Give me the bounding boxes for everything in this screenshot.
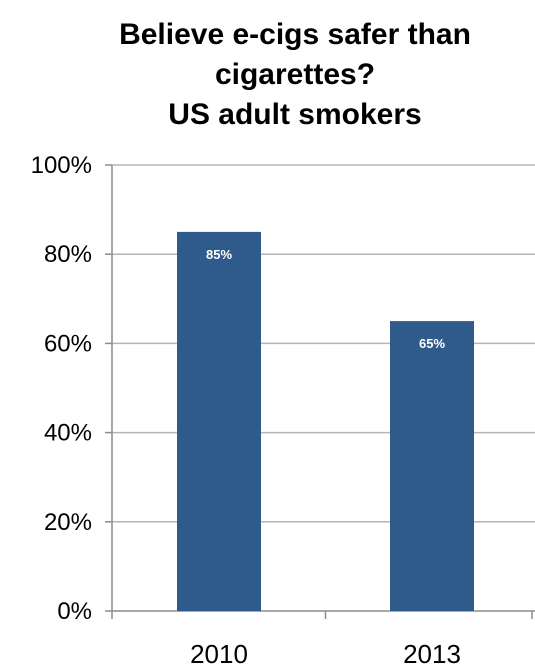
y-tick-label: 60%	[44, 330, 92, 357]
chart-title-line-1: Believe e-cigs safer than	[119, 18, 471, 51]
data-label-2010: 85%	[206, 247, 232, 262]
bars: 85% 65%	[177, 231, 474, 611]
bar-2010	[177, 231, 261, 611]
y-axis-ticks: 0% 20% 40% 60% 80% 100%	[31, 152, 112, 625]
bar-2013	[390, 321, 474, 611]
y-tick-label: 40%	[44, 420, 92, 447]
x-tick-label-2010: 2010	[190, 639, 248, 669]
y-tick-label: 20%	[44, 509, 92, 536]
chart-title-line-3: US adult smokers	[168, 98, 421, 131]
y-tick-label: 0%	[57, 598, 92, 625]
x-tick-label-2013: 2013	[403, 639, 461, 669]
data-label-2013: 65%	[419, 336, 445, 351]
chart-title-line-2: cigarettes?	[215, 58, 375, 91]
chart-title: Believe e-cigs safer than cigarettes? US…	[119, 18, 471, 131]
x-axis-labels: 2010 2013	[190, 639, 461, 669]
y-tick-label: 100%	[31, 152, 92, 179]
y-tick-label: 80%	[44, 241, 92, 268]
